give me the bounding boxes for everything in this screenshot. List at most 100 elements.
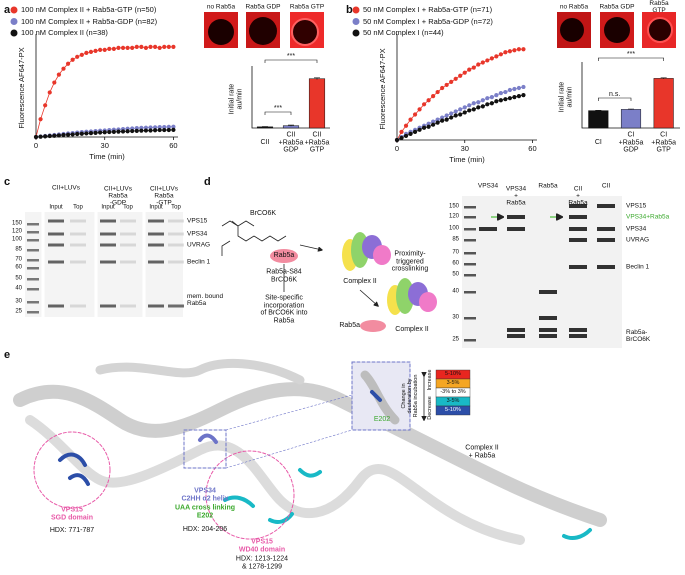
data-point — [408, 117, 413, 122]
scheme-label: Site-specific incorporation of BrCO6K in… — [260, 294, 308, 325]
x-axis-label: Time (min) — [89, 151, 125, 161]
gel-band — [464, 252, 476, 255]
data-point — [503, 50, 508, 55]
data-point — [70, 57, 75, 62]
data-point — [449, 79, 454, 84]
scheme-label: Complex II — [395, 326, 429, 334]
gel-band — [168, 260, 184, 264]
data-point — [111, 129, 116, 134]
legend-label: 100 nM Complex II + Rab5a-GDP (n=82) — [21, 16, 158, 26]
region-label: HDX: 771-787 — [49, 527, 95, 535]
gel-band — [539, 334, 557, 338]
legend-label: 100 nM Complex II + Rab5a-GTP (n=50) — [21, 4, 157, 14]
lane-label: Input — [149, 204, 163, 211]
data-point — [107, 129, 112, 135]
region-label: HDX: 204-206 — [182, 526, 228, 534]
data-point — [93, 48, 98, 53]
data-point — [412, 129, 418, 134]
data-point — [157, 45, 162, 51]
data-point — [412, 112, 418, 117]
gel-band — [539, 328, 557, 332]
data-point — [453, 113, 458, 118]
image-label: no Rab5a — [206, 3, 236, 11]
data-point — [143, 45, 149, 51]
x-tick-label: CII +Rab5a GTP — [304, 131, 330, 154]
legend-label: 50 nM Complex I (n=44) — [363, 27, 444, 37]
legend-swatch — [10, 6, 18, 14]
gel-band — [539, 316, 557, 320]
error-bar — [660, 77, 667, 80]
gel-band — [27, 288, 39, 291]
scheme-label: Rab5a — [339, 322, 360, 330]
gel-band — [148, 304, 164, 308]
scale-label: 5-10% — [445, 406, 461, 413]
gel-band — [48, 219, 64, 223]
inset-label: E202 — [373, 416, 391, 424]
x-tick-label: CI — [594, 139, 602, 147]
data-point — [120, 129, 126, 134]
data-point — [444, 113, 449, 118]
structure — [13, 359, 607, 545]
data-point — [61, 132, 66, 138]
data-point — [498, 98, 503, 103]
gel-band — [100, 219, 116, 223]
gel-band — [48, 304, 64, 308]
gel-band — [168, 232, 184, 236]
data-point — [449, 111, 454, 116]
gel-band — [48, 243, 64, 247]
data-point — [462, 110, 467, 115]
legend-label: 50 nM Complex I + Rab5a-GDP (n=72) — [363, 16, 493, 26]
gel-band — [507, 334, 525, 338]
data-point — [157, 125, 162, 130]
gel-band — [148, 243, 164, 247]
gel-band — [27, 249, 39, 252]
lane-label: Top — [73, 204, 83, 211]
data-point — [471, 101, 476, 106]
data-point — [521, 84, 526, 90]
axis — [251, 66, 330, 129]
gel-band — [479, 227, 497, 231]
data-point — [516, 85, 522, 91]
gel-band — [464, 339, 476, 342]
gel-band — [507, 328, 525, 332]
data-point — [166, 124, 171, 130]
panel-letter: b — [346, 3, 353, 16]
data-point — [171, 44, 176, 50]
data-point — [162, 44, 167, 50]
data-point — [417, 127, 422, 132]
marker-label: 85 — [15, 246, 22, 253]
band-label: Rab5a- BrCO6K — [626, 328, 651, 343]
region-label: HDX: 1213-1224 & 1278-1299 — [235, 555, 289, 570]
data-point — [462, 70, 467, 75]
data-point — [56, 133, 62, 138]
marker-label: 30 — [452, 314, 459, 321]
x-tick-label: 30 — [460, 143, 469, 153]
lane-header: CII+LUVs — [52, 184, 80, 192]
region-label: VPS34 C2HH α2 helix — [181, 487, 229, 502]
lane-label: VPS34 + Rab5a — [505, 185, 527, 207]
marker-label: 40 — [452, 288, 459, 295]
scheme-label: Proximity- triggered crosslinking — [391, 250, 429, 273]
data-point — [444, 117, 449, 122]
marker-label: 60 — [452, 260, 459, 267]
bar — [653, 78, 674, 129]
legend-label: 50 nM Complex I + Rab5a-GTP (n=71) — [363, 4, 493, 14]
data-point — [88, 131, 94, 136]
data-point — [458, 112, 463, 117]
data-point — [116, 129, 121, 134]
band-label: VPS15 — [626, 202, 647, 210]
data-point — [476, 62, 481, 67]
gel-band — [27, 301, 39, 304]
gel-band — [569, 215, 587, 219]
data-point — [426, 124, 431, 129]
data-point — [56, 72, 62, 77]
panel-letter: a — [4, 3, 11, 16]
y-axis-label: Fluorescence AF647-PX — [16, 46, 26, 129]
data-point — [467, 67, 472, 72]
gel-band — [48, 260, 64, 264]
gel-band — [464, 239, 476, 242]
gel-band — [507, 215, 525, 219]
band-label: VPS34 — [626, 225, 647, 233]
data-point — [408, 131, 413, 136]
